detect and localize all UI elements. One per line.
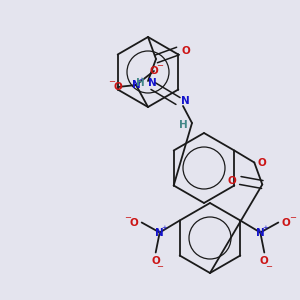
Text: O: O (282, 218, 291, 227)
Text: −: − (289, 213, 296, 222)
Text: O: O (260, 256, 269, 266)
Text: N: N (256, 227, 265, 238)
Text: +: + (262, 224, 268, 230)
Text: O: O (129, 218, 138, 227)
Text: −: − (156, 262, 163, 271)
Text: N: N (132, 80, 140, 90)
Text: −: − (265, 262, 272, 271)
Text: N: N (148, 78, 156, 88)
Text: H: H (178, 120, 188, 130)
Text: +: + (138, 77, 144, 83)
Text: H: H (136, 78, 144, 88)
Text: +: + (162, 224, 168, 230)
Text: O: O (258, 158, 267, 167)
Text: −: − (157, 61, 164, 70)
Text: O: O (182, 46, 190, 56)
Text: −: − (109, 77, 116, 86)
Text: −: − (124, 213, 131, 222)
Text: N: N (181, 96, 189, 106)
Text: O: O (114, 82, 122, 92)
Text: O: O (228, 176, 237, 185)
Text: N: N (155, 227, 164, 238)
Text: O: O (151, 256, 160, 266)
Text: O: O (150, 66, 158, 76)
